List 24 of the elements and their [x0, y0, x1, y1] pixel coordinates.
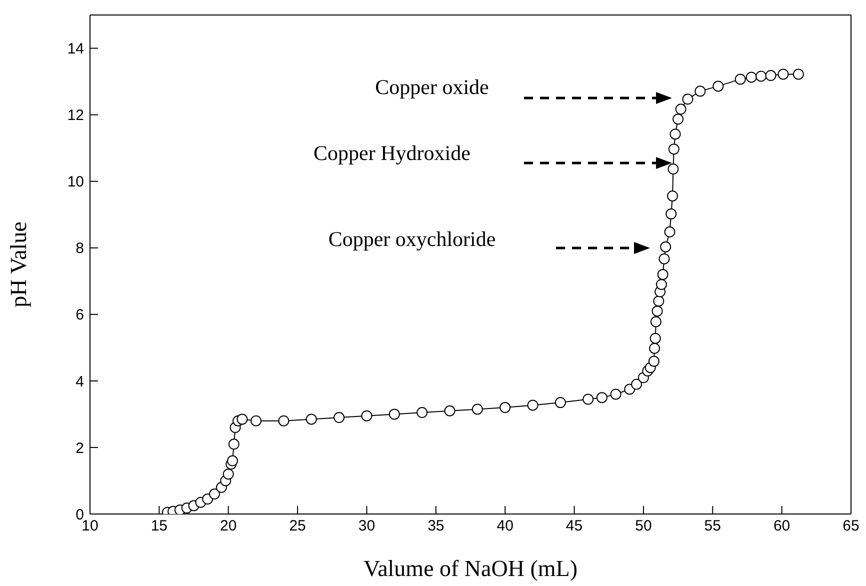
x-tick-label: 15 — [150, 518, 168, 535]
x-tick-label: 45 — [566, 518, 583, 535]
annotation: Copper Hydroxide — [314, 141, 470, 165]
x-tick-label: 55 — [704, 518, 721, 535]
x-tick-label: 35 — [428, 518, 444, 535]
x-tick-label: 50 — [635, 518, 652, 535]
x-tick-label: 30 — [358, 518, 376, 535]
y-tick-label: 6 — [76, 306, 84, 324]
y-tick-label: 4 — [76, 373, 84, 390]
x-tick-label: 40 — [496, 518, 514, 535]
annotation: Copper oxide — [375, 75, 489, 99]
x-axis-title: Valume of NaOH (mL) — [364, 556, 578, 581]
x-tick-label: 20 — [220, 518, 237, 535]
y-tick-label: 8 — [76, 240, 84, 258]
x-tick-label: 60 — [773, 518, 790, 535]
y-tick-label: 14 — [67, 40, 84, 58]
x-tick-label: 65 — [842, 518, 860, 535]
y-tick-label: 12 — [67, 107, 84, 124]
annotation: Copper oxychloride — [328, 227, 496, 251]
x-tick-label: 25 — [289, 518, 306, 535]
y-tick-label: 0 — [76, 506, 84, 524]
y-axis-title: pH Value — [6, 222, 32, 308]
y-tick-label: 2 — [76, 440, 84, 457]
y-tick-label: 10 — [67, 174, 84, 191]
